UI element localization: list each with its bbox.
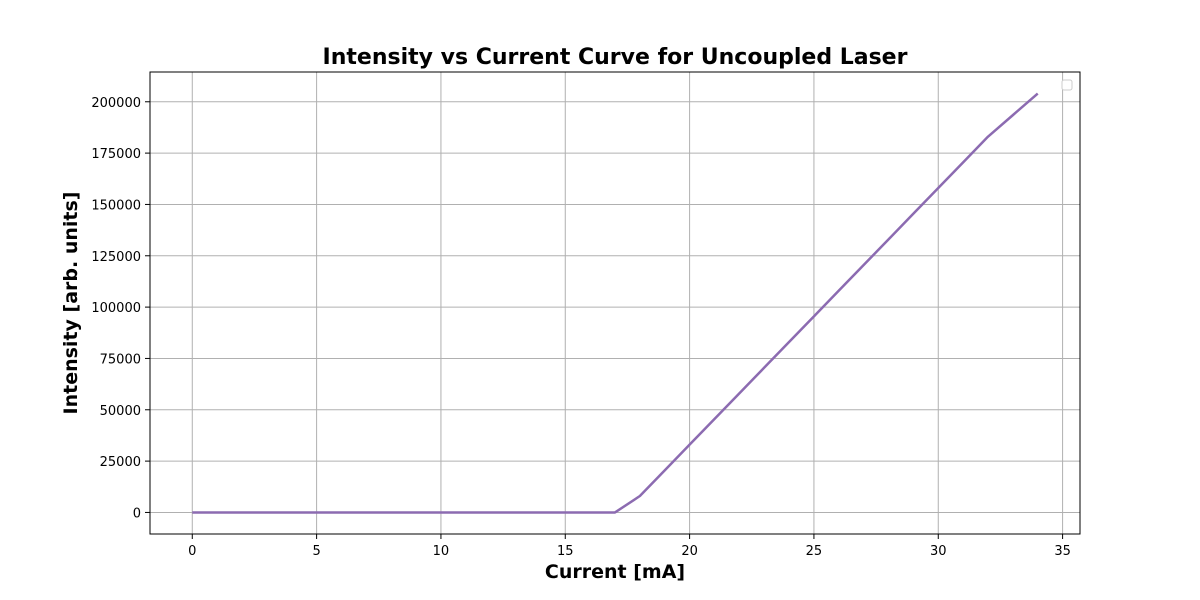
x-tick-label: 0 <box>188 544 196 559</box>
y-tick-label: 100000 <box>91 301 141 316</box>
x-tick-label: 15 <box>557 544 574 559</box>
x-tick-label: 20 <box>681 544 698 559</box>
y-axis-label: Intensity [arb. units] <box>60 192 82 415</box>
y-tick-label: 175000 <box>91 147 141 162</box>
y-tick-label: 200000 <box>91 96 141 111</box>
y-tick-label: 25000 <box>100 455 141 470</box>
x-axis-label: Current [mA] <box>545 561 685 583</box>
legend-box <box>1061 79 1073 91</box>
y-tick-label: 75000 <box>100 352 141 367</box>
x-tick-label: 10 <box>433 544 450 559</box>
series-layer <box>192 92 1039 514</box>
x-tick-label: 30 <box>930 544 947 559</box>
y-tick-label: 0 <box>133 506 141 521</box>
y-tick-label: 50000 <box>100 404 141 419</box>
series-line <box>192 92 1039 514</box>
plot-frame <box>149 71 1081 535</box>
x-axis: 0 5 10 15 20 25 30 35 <box>188 534 1071 559</box>
chart-title: Intensity vs Current Curve for Uncoupled… <box>323 45 908 70</box>
x-tick-label: 5 <box>312 544 320 559</box>
grid <box>150 72 1080 534</box>
x-tick-label: 25 <box>806 544 823 559</box>
x-tick-label: 35 <box>1054 544 1071 559</box>
y-tick-label: 150000 <box>91 198 141 213</box>
y-axis: 0 25000 50000 75000 100000 125000 150000 175000… <box>91 96 150 521</box>
y-tick-label: 125000 <box>91 250 141 265</box>
